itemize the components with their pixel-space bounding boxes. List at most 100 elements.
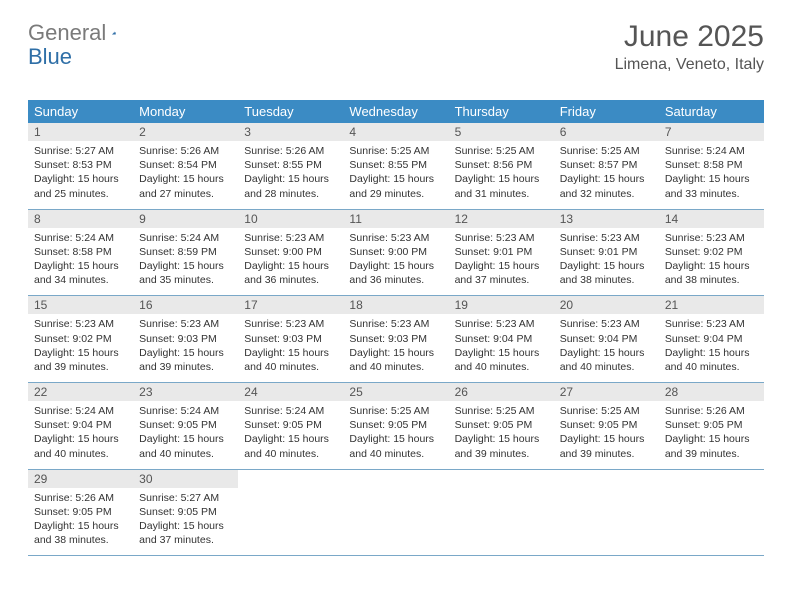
daylight-line-2: and 40 minutes.: [455, 361, 530, 373]
day-number: 25: [343, 383, 448, 401]
day-number: 15: [28, 296, 133, 314]
sunset-line: Sunset: 9:00 PM: [349, 246, 427, 258]
day-details: Sunrise: 5:25 AMSunset: 9:05 PMDaylight:…: [449, 401, 554, 469]
sunset-line: Sunset: 8:59 PM: [139, 246, 217, 258]
day-details: Sunrise: 5:23 AMSunset: 9:01 PMDaylight:…: [554, 228, 659, 296]
daylight-line-2: and 39 minutes.: [560, 448, 635, 460]
daylight-line-2: and 33 minutes.: [665, 188, 740, 200]
daylight-line-2: and 40 minutes.: [349, 448, 424, 460]
sunset-line: Sunset: 9:05 PM: [560, 419, 638, 431]
sunset-line: Sunset: 9:05 PM: [139, 419, 217, 431]
daylight-line-1: Daylight: 15 hours: [34, 173, 119, 185]
sunset-line: Sunset: 9:01 PM: [455, 246, 533, 258]
calendar-day-cell: 17Sunrise: 5:23 AMSunset: 9:03 PMDayligh…: [238, 296, 343, 383]
daylight-line-1: Daylight: 15 hours: [665, 260, 750, 272]
sunset-line: Sunset: 9:05 PM: [455, 419, 533, 431]
calendar-week-row: 29Sunrise: 5:26 AMSunset: 9:05 PMDayligh…: [28, 469, 764, 556]
calendar-day-cell: 26Sunrise: 5:25 AMSunset: 9:05 PMDayligh…: [449, 383, 554, 470]
sunrise-line: Sunrise: 5:23 AM: [139, 318, 219, 330]
calendar-day-cell: 18Sunrise: 5:23 AMSunset: 9:03 PMDayligh…: [343, 296, 448, 383]
day-details: Sunrise: 5:25 AMSunset: 8:57 PMDaylight:…: [554, 141, 659, 209]
sunset-line: Sunset: 9:04 PM: [665, 333, 743, 345]
daylight-line-1: Daylight: 15 hours: [665, 173, 750, 185]
day-number: 19: [449, 296, 554, 314]
calendar-day-cell: 16Sunrise: 5:23 AMSunset: 9:03 PMDayligh…: [133, 296, 238, 383]
logo: General: [28, 20, 136, 46]
calendar-day-cell: 9Sunrise: 5:24 AMSunset: 8:59 PMDaylight…: [133, 209, 238, 296]
day-number: 13: [554, 210, 659, 228]
sunset-line: Sunset: 9:01 PM: [560, 246, 638, 258]
day-number: 1: [28, 123, 133, 141]
sunset-line: Sunset: 9:05 PM: [665, 419, 743, 431]
sunrise-line: Sunrise: 5:23 AM: [34, 318, 114, 330]
calendar-day-cell: [449, 469, 554, 556]
weekday-header: Sunday: [28, 100, 133, 123]
daylight-line-1: Daylight: 15 hours: [244, 260, 329, 272]
day-details: Sunrise: 5:23 AMSunset: 9:04 PMDaylight:…: [449, 314, 554, 382]
day-number: 3: [238, 123, 343, 141]
sunrise-line: Sunrise: 5:25 AM: [349, 405, 429, 417]
calendar-day-cell: 12Sunrise: 5:23 AMSunset: 9:01 PMDayligh…: [449, 209, 554, 296]
daylight-line-1: Daylight: 15 hours: [665, 433, 750, 445]
daylight-line-1: Daylight: 15 hours: [244, 173, 329, 185]
calendar-day-cell: 6Sunrise: 5:25 AMSunset: 8:57 PMDaylight…: [554, 123, 659, 209]
calendar-day-cell: 8Sunrise: 5:24 AMSunset: 8:58 PMDaylight…: [28, 209, 133, 296]
logo-blue-row: Blue: [28, 44, 72, 70]
sunset-line: Sunset: 9:04 PM: [34, 419, 112, 431]
calendar-day-cell: 4Sunrise: 5:25 AMSunset: 8:55 PMDaylight…: [343, 123, 448, 209]
daylight-line-2: and 39 minutes.: [665, 448, 740, 460]
day-number: 29: [28, 470, 133, 488]
sunset-line: Sunset: 9:04 PM: [560, 333, 638, 345]
day-number: 4: [343, 123, 448, 141]
sunrise-line: Sunrise: 5:24 AM: [665, 145, 745, 157]
weekday-header: Wednesday: [343, 100, 448, 123]
daylight-line-2: and 40 minutes.: [349, 361, 424, 373]
location: Limena, Veneto, Italy: [615, 56, 764, 74]
logo-text-blue: Blue: [28, 44, 72, 69]
day-number: 6: [554, 123, 659, 141]
calendar-day-cell: [554, 469, 659, 556]
daylight-line-1: Daylight: 15 hours: [34, 520, 119, 532]
sunrise-line: Sunrise: 5:23 AM: [560, 318, 640, 330]
day-details: Sunrise: 5:23 AMSunset: 9:03 PMDaylight:…: [343, 314, 448, 382]
sunset-line: Sunset: 9:00 PM: [244, 246, 322, 258]
sunrise-line: Sunrise: 5:24 AM: [139, 232, 219, 244]
day-details: Sunrise: 5:24 AMSunset: 8:58 PMDaylight:…: [659, 141, 764, 209]
daylight-line-2: and 38 minutes.: [34, 534, 109, 546]
daylight-line-1: Daylight: 15 hours: [560, 433, 645, 445]
daylight-line-2: and 37 minutes.: [139, 534, 214, 546]
calendar-day-cell: 22Sunrise: 5:24 AMSunset: 9:04 PMDayligh…: [28, 383, 133, 470]
day-details: Sunrise: 5:23 AMSunset: 9:01 PMDaylight:…: [449, 228, 554, 296]
sunset-line: Sunset: 9:03 PM: [139, 333, 217, 345]
weekday-header: Friday: [554, 100, 659, 123]
sunset-line: Sunset: 9:04 PM: [455, 333, 533, 345]
sunset-line: Sunset: 9:03 PM: [244, 333, 322, 345]
day-details: Sunrise: 5:23 AMSunset: 9:03 PMDaylight:…: [133, 314, 238, 382]
daylight-line-1: Daylight: 15 hours: [349, 433, 434, 445]
day-details: Sunrise: 5:24 AMSunset: 9:04 PMDaylight:…: [28, 401, 133, 469]
sunrise-line: Sunrise: 5:23 AM: [665, 232, 745, 244]
daylight-line-2: and 36 minutes.: [349, 274, 424, 286]
weekday-header: Tuesday: [238, 100, 343, 123]
calendar-day-cell: 14Sunrise: 5:23 AMSunset: 9:02 PMDayligh…: [659, 209, 764, 296]
sunrise-line: Sunrise: 5:25 AM: [455, 405, 535, 417]
daylight-line-2: and 38 minutes.: [665, 274, 740, 286]
daylight-line-1: Daylight: 15 hours: [455, 260, 540, 272]
daylight-line-2: and 40 minutes.: [34, 448, 109, 460]
daylight-line-2: and 39 minutes.: [34, 361, 109, 373]
title-block: June 2025 Limena, Veneto, Italy: [615, 20, 764, 74]
day-number: 21: [659, 296, 764, 314]
sunset-line: Sunset: 9:02 PM: [665, 246, 743, 258]
daylight-line-2: and 29 minutes.: [349, 188, 424, 200]
sunrise-line: Sunrise: 5:24 AM: [34, 405, 114, 417]
sunset-line: Sunset: 9:03 PM: [349, 333, 427, 345]
day-number: 20: [554, 296, 659, 314]
calendar-day-cell: 29Sunrise: 5:26 AMSunset: 9:05 PMDayligh…: [28, 469, 133, 556]
day-details: Sunrise: 5:25 AMSunset: 9:05 PMDaylight:…: [554, 401, 659, 469]
day-details: Sunrise: 5:25 AMSunset: 8:56 PMDaylight:…: [449, 141, 554, 209]
day-number: 28: [659, 383, 764, 401]
day-details: Sunrise: 5:23 AMSunset: 9:02 PMDaylight:…: [28, 314, 133, 382]
calendar-day-cell: 25Sunrise: 5:25 AMSunset: 9:05 PMDayligh…: [343, 383, 448, 470]
day-number: 26: [449, 383, 554, 401]
sunset-line: Sunset: 8:55 PM: [244, 159, 322, 171]
